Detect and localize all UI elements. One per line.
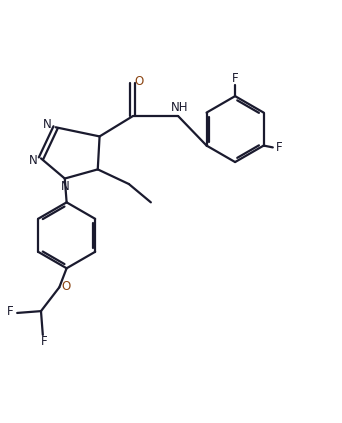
Text: N: N xyxy=(43,118,52,131)
Text: NH: NH xyxy=(171,101,188,114)
Text: N: N xyxy=(61,180,69,193)
Text: F: F xyxy=(232,72,238,85)
Text: N: N xyxy=(28,154,37,167)
Text: O: O xyxy=(134,75,144,88)
Text: F: F xyxy=(276,141,283,154)
Text: O: O xyxy=(61,280,70,293)
Text: F: F xyxy=(7,305,14,318)
Text: F: F xyxy=(41,335,48,348)
